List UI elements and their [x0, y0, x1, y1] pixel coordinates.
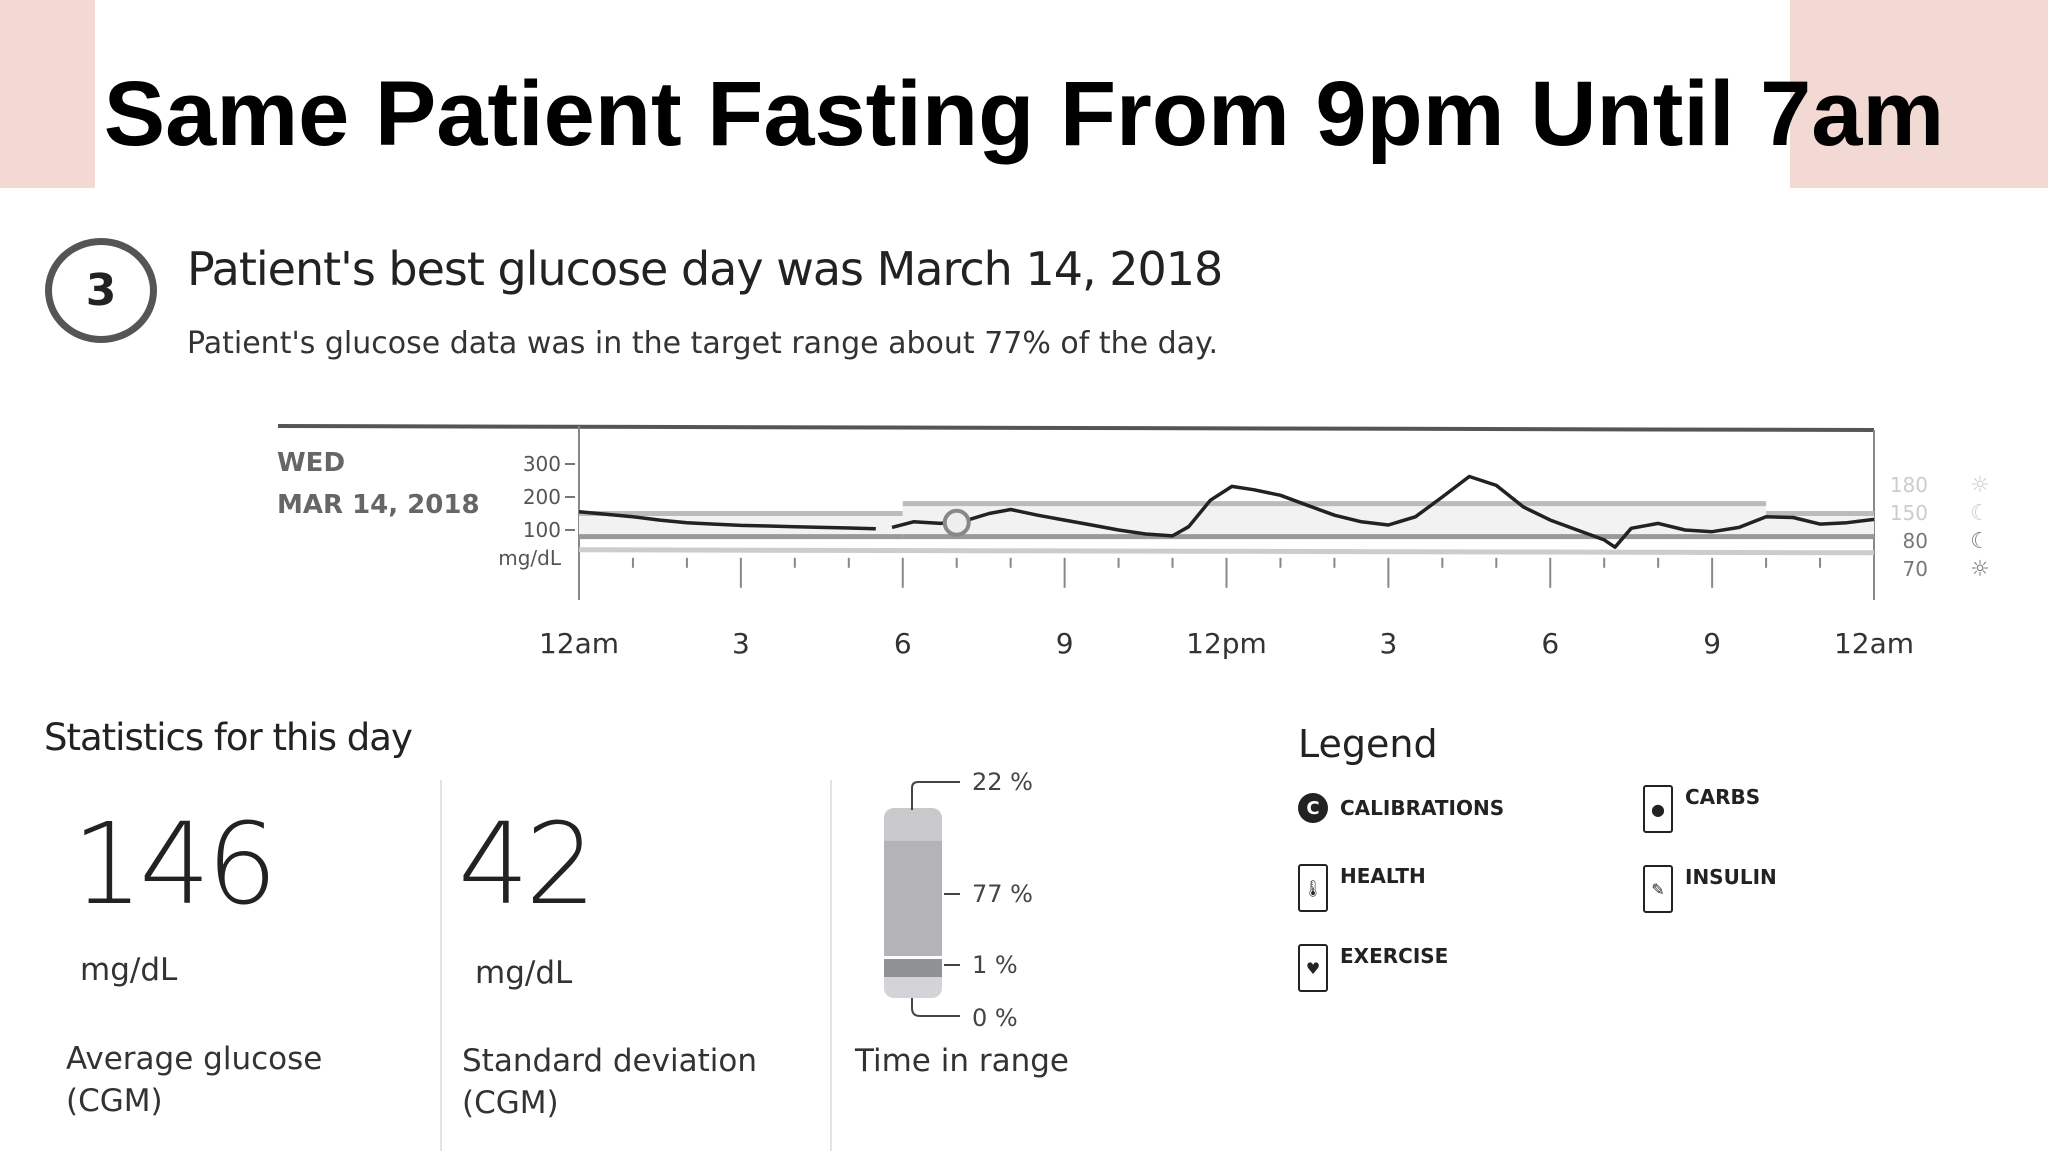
range-label: 180: [1890, 473, 1928, 497]
legend-item-calibrations: C CALIBRATIONS: [1298, 793, 1504, 823]
date-label: MAR 14, 2018: [277, 490, 480, 520]
legend-item-health: 🌡 HEALTH: [1298, 864, 1426, 912]
std-dev-value: 42: [458, 800, 597, 930]
calibration-icon: C: [1298, 793, 1328, 823]
legend-label: HEALTH: [1340, 864, 1426, 888]
y-tick-label: 100: [523, 518, 561, 542]
std-dev-unit: mg/dL: [475, 955, 573, 991]
x-tick-label: 12am: [539, 627, 619, 660]
y-axis-label: mg/dL: [498, 546, 562, 570]
stats-divider: [830, 780, 832, 1151]
chart-top-border: [277, 424, 1875, 432]
legend-title: Legend: [1298, 722, 1438, 766]
average-glucose-label-line1: Average glucose: [66, 1041, 323, 1077]
y-tick-label: 200: [523, 485, 561, 509]
x-tick-label: 6: [1541, 627, 1559, 660]
pen-icon: ✎: [1643, 865, 1673, 913]
page-heading: Patient's best glucose day was March 14,…: [187, 242, 1223, 296]
tir-very-low-segment: [884, 977, 942, 998]
y-tick-label: 300: [523, 452, 561, 476]
tir-above-segment: [884, 808, 942, 841]
tir-in-segment: [884, 840, 942, 960]
corner-decoration-left: [0, 0, 95, 188]
x-tick-label: 9: [1056, 627, 1074, 660]
x-tick-label: 12am: [1834, 627, 1914, 660]
average-glucose-label: Average glucose (CGM): [66, 1038, 322, 1122]
legend-item-insulin: ✎ INSULIN: [1643, 865, 1777, 913]
average-glucose-value: 146: [72, 800, 278, 930]
range-label: 70: [1903, 557, 1928, 581]
calibration-marker-icon: [942, 508, 971, 537]
legend-label: EXERCISE: [1340, 944, 1449, 968]
sun-icon: ☼: [1970, 473, 1990, 498]
legend-label: INSULIN: [1685, 865, 1777, 889]
corner-decoration-right: [1790, 0, 2048, 188]
low-threshold-line: [578, 547, 1875, 556]
day-label: WED: [277, 448, 346, 478]
average-glucose-unit: mg/dL: [80, 952, 178, 988]
slide-title: Same Patient Fasting From 9pm Until 7am: [103, 63, 1945, 165]
tir-in-pct: 77 %: [972, 880, 1033, 908]
moon-icon: ☾: [1970, 501, 1990, 526]
apple-icon: ●: [1643, 785, 1673, 833]
target-range-band: [902, 503, 1767, 537]
average-glucose-label-line2: (CGM): [66, 1083, 163, 1119]
legend-label: CALIBRATIONS: [1340, 796, 1505, 820]
range-label: 150: [1890, 501, 1928, 525]
section-number-badge: 3: [45, 238, 157, 343]
range-label: 80: [1903, 529, 1928, 553]
time-in-range-bar: [884, 808, 942, 998]
sun-icon: ☼: [1970, 557, 1990, 582]
tir-leader-lines: [911, 781, 960, 1017]
legend-item-carbs: ● CARBS: [1643, 785, 1760, 833]
x-tick-label: 3: [732, 627, 750, 660]
thermometer-icon: 🌡: [1298, 864, 1328, 912]
x-tick-label: 9: [1703, 627, 1721, 660]
x-tick-label: 12pm: [1186, 627, 1267, 660]
tir-above-pct: 22 %: [972, 768, 1033, 796]
std-dev-label: Standard deviation (CGM): [462, 1040, 757, 1124]
legend-label: CARBS: [1685, 785, 1761, 809]
glucose-line: [891, 474, 1875, 549]
x-tick-label: 3: [1379, 627, 1397, 660]
std-dev-label-line1: Standard deviation: [462, 1043, 757, 1079]
legend-item-exercise: ♥ EXERCISE: [1298, 944, 1448, 992]
stats-title: Statistics for this day: [44, 716, 413, 759]
tir-below-pct: 1 %: [972, 951, 1018, 979]
std-dev-label-line2: (CGM): [462, 1085, 559, 1121]
stats-divider: [440, 780, 442, 1151]
page-subheading: Patient's glucose data was in the target…: [187, 326, 1219, 361]
x-tick-label: 6: [894, 627, 912, 660]
tir-very-low-pct: 0 %: [972, 1004, 1018, 1032]
moon-icon: ☾: [1970, 529, 1990, 554]
heart-icon: ♥: [1298, 944, 1328, 992]
tir-below-segment: [884, 959, 942, 978]
time-in-range-label: Time in range: [855, 1043, 1069, 1079]
glucose-line: [578, 510, 876, 531]
glucose-chart: 300 200 100 mg/dL 12am 3 6 9 12pm 3 6 9 12am 180 ☼ 150 ☾…: [277, 424, 1990, 660]
